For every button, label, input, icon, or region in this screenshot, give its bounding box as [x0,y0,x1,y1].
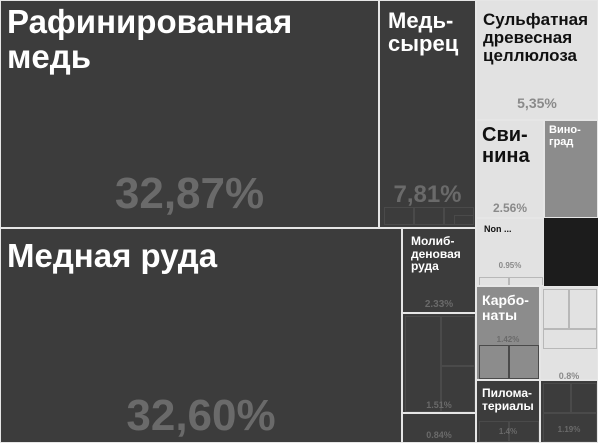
treemap-tile[interactable]: 1.19% [540,380,598,443]
treemap-subtile [543,413,597,442]
treemap-tile-label: Сви- нина [482,124,530,167]
treemap-subtile [569,289,597,329]
treemap-tile[interactable]: Пилома- териалы 1.4% [476,380,540,443]
treemap-subtile [479,421,509,442]
treemap-subtile [479,345,509,379]
treemap-tile-percent: 1.51% [426,400,452,410]
treemap-subtile [509,421,539,442]
treemap-subtile [509,277,543,285]
treemap-tile[interactable]: Сульфатная древесная целлюлоза 5,35% [476,0,598,120]
treemap-tile[interactable]: Медь- сырец 7,81% [379,0,476,228]
treemap-tile-percent: 5,35% [517,95,557,111]
treemap-tile-label: Карбо- наты [482,292,529,323]
treemap-subtile [479,277,509,285]
treemap-subtile [454,215,474,225]
treemap-tile-percent: 0.95% [498,261,522,270]
treemap-subtile [414,207,444,225]
treemap-tile[interactable]: Сви- нина 2.56% [476,120,544,218]
treemap-tile-label: Медь- сырец [388,8,459,57]
treemap-tile-label: Молиб- деновая руда [411,234,461,274]
treemap-tile-label: Сульфатная древесная целлюлоза [483,10,589,65]
treemap-tile[interactable]: 0.84% [402,413,476,443]
treemap-subtile [543,289,569,329]
treemap-tile-percent: 2.33% [424,299,454,310]
treemap-tile-label: Non ... [484,224,512,234]
treemap-subtile [441,366,475,412]
treemap-tile-percent: 0.8% [558,371,580,380]
treemap-tile[interactable]: Медная руда 32,60% [0,228,402,443]
treemap-tile[interactable]: Молиб- деновая руда 2.33% [402,228,476,313]
treemap-tile[interactable]: 1.51% [402,313,476,413]
treemap-tile-percent: 1.42% [496,335,520,344]
treemap-subtile [384,207,414,225]
treemap-tile-percent: 1.19% [557,425,581,434]
treemap-tile[interactable]: 0.8% [540,286,598,380]
treemap-subtile [571,383,597,413]
treemap-tile-percent: 0.84% [426,430,452,440]
treemap-subtile [509,345,539,379]
treemap-tile-percent: 7,81% [393,181,462,208]
treemap-tile-label: Рафинированная медь [7,3,293,75]
treemap-tile[interactable]: Вино- град 2.24% [544,120,598,218]
treemap-subtile [405,316,441,412]
treemap-tile[interactable]: Non ... 0.95% [476,218,544,286]
treemap-tile-label: Медная руда [7,237,218,274]
treemap-tile-percent: 32,60% [126,391,276,440]
treemap-subtile [543,329,597,349]
treemap-tile[interactable]: Рафинированная медь 32,87% [0,0,379,228]
treemap-subtile [441,316,475,366]
treemap-tile-percent: 32,87% [114,169,265,218]
treemap-tile[interactable]: Карбо- наты 1.42% [476,286,540,380]
treemap-tile-percent: 1.4% [498,427,518,436]
treemap-tile-label: Пилома- териалы [482,386,534,413]
treemap-tile-percent: 2.56% [492,201,528,215]
treemap-tile-label: Вино- град [549,124,581,148]
treemap-subtile [543,383,571,413]
treemap-tile-percent: 2.24% [545,215,597,217]
